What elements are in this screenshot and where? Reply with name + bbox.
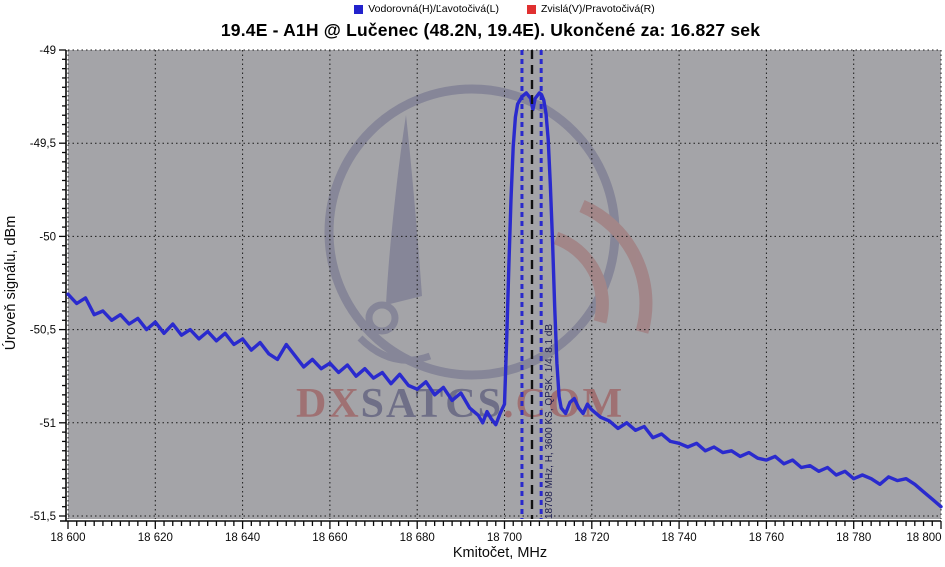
- legend-item-vertical: Zvislá(V)/Pravotočivá(R): [526, 3, 655, 15]
- y-tick-label: -49,5: [30, 138, 56, 150]
- x-tick-label: 18 760: [749, 532, 784, 544]
- chart-title: 19.4E - A1H @ Lučenec (48.2N, 19.4E). Uk…: [220, 20, 761, 40]
- carrier-info-label: 18708 MHz, H, 3600 KS, QPSK, 1/4, 8.1 dB: [544, 324, 555, 519]
- legend-label-horizontal: Vodorovná(H)/Ľavotočivá(L): [368, 3, 499, 15]
- y-axis-label: Úroveň signálu, dBm: [2, 216, 19, 351]
- y-tick-label: -50,5: [30, 325, 56, 337]
- signal-trace: [66, 91, 943, 509]
- x-tick-label: 18 620: [138, 532, 173, 544]
- series-swatch-blue-icon: [354, 4, 364, 14]
- x-tick-label: 18 660: [312, 532, 347, 544]
- x-tick-label: 18 600: [50, 532, 85, 544]
- legend-label-vertical: Zvislá(V)/Pravotočivá(R): [540, 3, 655, 15]
- x-tick-label: 18 640: [225, 532, 260, 544]
- legend-item-horizontal: Vodorovná(H)/Ľavotočivá(L): [354, 3, 499, 15]
- legend: Vodorovná(H)/Ľavotočivá(L) Zvislá(V)/Pra…: [68, 3, 941, 15]
- watermark-text: DXSATCS.COM: [296, 381, 624, 427]
- y-tick-label: -50: [39, 231, 56, 243]
- x-tick-label: 18 800: [906, 532, 941, 544]
- series-swatch-red-icon: [526, 4, 536, 14]
- carrier-markers: [520, 50, 543, 519]
- y-tick-label: -49: [39, 45, 56, 57]
- x-tick-label: 18 720: [574, 532, 609, 544]
- y-tick-label: -51: [39, 418, 56, 430]
- x-tick-label: 18 680: [400, 532, 435, 544]
- watermark-logo-icon: [324, 84, 653, 380]
- x-axis-label: Kmitočet, MHz: [453, 545, 547, 561]
- axes-and-ticks: -49 -49,5 -50 -50,5 -51 -51,5 18 600 18 620 18 6…: [30, 45, 942, 544]
- signal-trace-line: [66, 91, 943, 509]
- gridlines: [67, 49, 942, 519]
- x-tick-label: 18 740: [662, 532, 697, 544]
- y-tick-label: -51,5: [30, 511, 56, 523]
- x-tick-label: 18 700: [487, 532, 522, 544]
- x-tick-label: 18 780: [836, 532, 871, 544]
- watermark-dx: DX: [296, 381, 361, 427]
